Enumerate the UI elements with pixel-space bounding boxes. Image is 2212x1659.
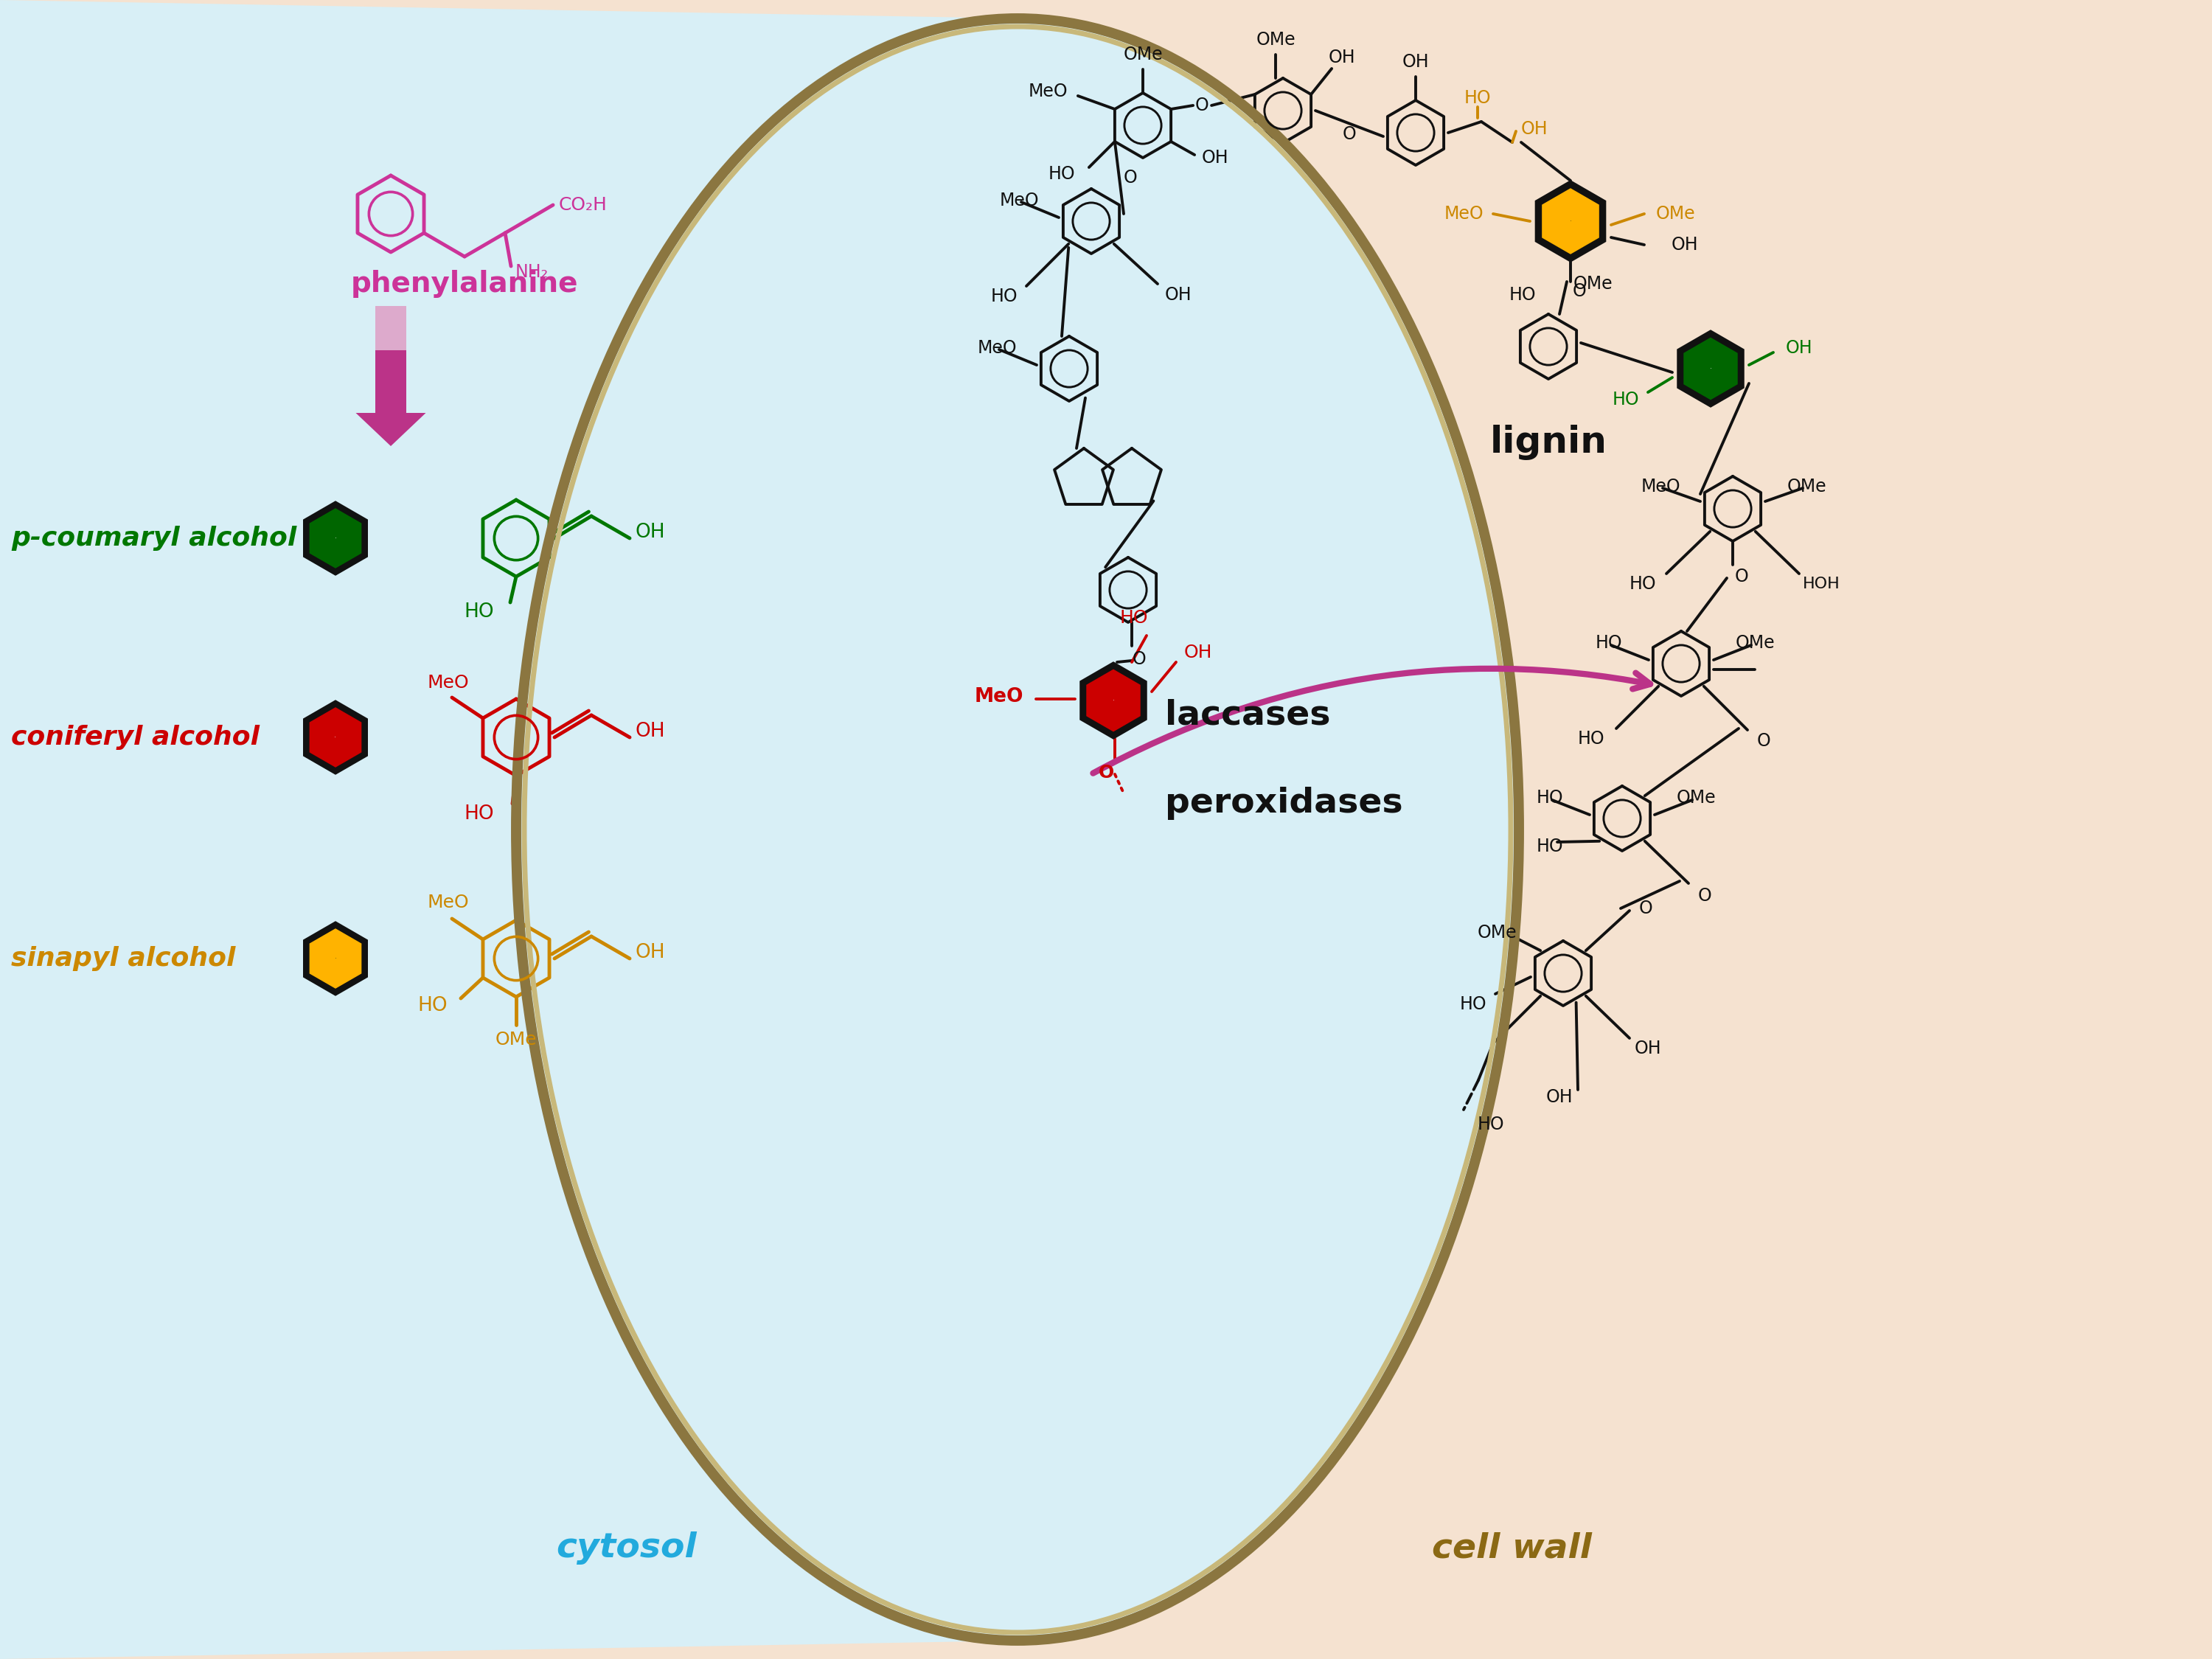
Polygon shape (1542, 189, 1599, 254)
Text: OMe: OMe (1677, 790, 1717, 806)
Polygon shape (303, 700, 367, 775)
Text: OMe: OMe (1256, 32, 1296, 48)
Text: CO₂H: CO₂H (560, 196, 608, 214)
Text: OH: OH (1402, 53, 1429, 71)
Text: MeO: MeO (1641, 478, 1681, 496)
Text: HO: HO (1577, 730, 1604, 748)
Text: OH: OH (1672, 236, 1699, 254)
Text: MeO: MeO (1444, 206, 1484, 222)
Text: coniferyl alcohol: coniferyl alcohol (11, 725, 259, 750)
Text: HO: HO (1537, 838, 1564, 856)
Text: OMe: OMe (1124, 46, 1164, 63)
Polygon shape (1086, 670, 1139, 732)
Text: OMe: OMe (1734, 634, 1774, 652)
Text: NH₂: NH₂ (515, 264, 549, 280)
Text: OH: OH (1201, 149, 1228, 166)
Text: HOH: HOH (1803, 577, 1840, 591)
Text: HO: HO (1048, 166, 1075, 182)
Text: HO: HO (1630, 576, 1657, 592)
Text: HO: HO (991, 287, 1018, 305)
Text: OH: OH (1166, 285, 1192, 304)
Text: HO: HO (1119, 609, 1148, 627)
Polygon shape (1677, 330, 1743, 406)
Text: O: O (1699, 888, 1712, 904)
Text: O: O (1343, 126, 1356, 143)
Text: HO: HO (418, 995, 447, 1015)
FancyArrow shape (356, 305, 425, 446)
Text: HO: HO (465, 602, 493, 622)
FancyArrowPatch shape (1093, 669, 1650, 773)
Text: sinapyl alcohol: sinapyl alcohol (11, 946, 234, 971)
Text: OMe: OMe (495, 1030, 538, 1048)
Text: peroxidases: peroxidases (1166, 786, 1402, 820)
Text: O: O (1734, 567, 1747, 586)
Text: O: O (1573, 282, 1586, 300)
FancyArrow shape (376, 305, 407, 350)
Text: MeO: MeO (1029, 83, 1068, 100)
Text: lignin: lignin (1491, 425, 1606, 460)
Text: OH: OH (635, 942, 666, 962)
Text: OH: OH (635, 722, 666, 742)
Text: HO: HO (1509, 285, 1535, 304)
Polygon shape (310, 929, 361, 989)
Text: OH: OH (1546, 1088, 1573, 1107)
Text: OH: OH (1329, 48, 1356, 66)
Text: OH: OH (1785, 338, 1814, 357)
Polygon shape (1683, 338, 1736, 400)
Text: O: O (1639, 899, 1652, 917)
Text: OMe: OMe (1573, 275, 1613, 292)
Text: HO: HO (1460, 995, 1486, 1014)
Text: HO: HO (1537, 790, 1564, 806)
Text: MeO: MeO (978, 338, 1018, 357)
Text: MeO: MeO (975, 687, 1024, 707)
Text: MeO: MeO (1000, 192, 1040, 209)
Polygon shape (1079, 662, 1146, 738)
Text: O: O (1133, 650, 1146, 669)
Text: HO: HO (1464, 90, 1491, 106)
Polygon shape (303, 501, 367, 576)
Text: OMe: OMe (1787, 478, 1827, 496)
Text: OMe: OMe (1478, 924, 1517, 942)
Text: OH: OH (1635, 1040, 1661, 1057)
Text: O: O (1756, 732, 1770, 750)
Polygon shape (310, 509, 361, 567)
Text: OH: OH (635, 523, 666, 542)
Polygon shape (1535, 181, 1606, 262)
Text: OH: OH (1522, 119, 1548, 138)
Text: cell wall: cell wall (1431, 1531, 1593, 1564)
Text: HO: HO (1595, 634, 1621, 652)
Text: laccases: laccases (1166, 698, 1332, 732)
Text: p-coumaryl alcohol: p-coumaryl alcohol (11, 526, 296, 551)
Text: HO: HO (465, 805, 493, 823)
Text: HO: HO (1613, 392, 1639, 408)
Text: phenylalanine: phenylalanine (352, 270, 577, 299)
Text: O: O (1097, 763, 1115, 781)
Polygon shape (310, 708, 361, 766)
Text: MeO: MeO (427, 894, 469, 911)
Text: O: O (1124, 169, 1137, 186)
Text: cytosol: cytosol (557, 1531, 697, 1564)
Text: O: O (1194, 96, 1208, 114)
Text: MeO: MeO (427, 674, 469, 692)
Polygon shape (303, 922, 367, 995)
Text: OH: OH (1183, 644, 1212, 662)
Text: OMe: OMe (1655, 206, 1694, 222)
Polygon shape (0, 0, 1520, 1659)
Text: HO: HO (1478, 1115, 1504, 1133)
